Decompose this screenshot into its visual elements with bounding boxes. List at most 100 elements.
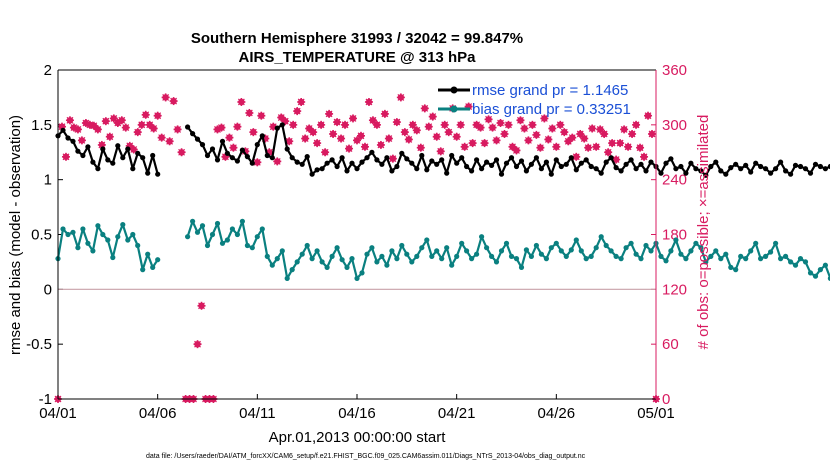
rmse-point [598,170,604,176]
rmse-point [558,163,564,170]
rmse-point [474,157,480,163]
obs-point [648,129,657,138]
bias-point [145,251,151,257]
bias-point [623,245,629,251]
rmse-point [219,138,226,144]
obs-point [317,120,326,129]
bias-point [404,251,410,257]
rmse-point [234,158,240,164]
bias-point [194,229,201,235]
rmse-point [259,133,265,139]
rmse-point [528,161,535,167]
rmse-point [723,171,729,177]
chart-subtitle: AIRS_TEMPERATURE @ 313 hPa [239,49,477,66]
x-ticks: 04/01 04/06 04/11 04/16 04/21 04/26 05/01 [39,394,675,422]
bias-point [334,245,340,251]
bias-point [130,231,136,238]
rmse-point [354,166,360,172]
bias-point [339,257,345,263]
obs-point [245,108,254,117]
rmse-point [638,161,644,167]
obs-point [408,120,417,129]
bias-point [484,245,490,251]
rmse-point [518,158,525,164]
bias-point [274,256,280,262]
rmse-point [334,163,340,170]
bias-point [753,240,759,246]
obs-point [237,97,246,106]
bias-point [90,248,96,254]
bias-point [578,248,584,254]
bias-point [469,256,475,262]
rmse-point [239,147,245,153]
rmse-point [429,158,435,164]
bias-point [309,256,315,262]
bias-point [259,226,265,232]
rmse-point [663,160,669,166]
rmse-point [748,169,754,175]
obs-point [544,135,553,144]
rmse-point [294,159,300,165]
rmse-point [399,150,405,156]
rmse-point [309,171,315,177]
bias-point [304,242,310,249]
rmse-point [459,155,465,161]
bias-point [728,264,734,270]
rmse-point [419,152,425,159]
obs-point [157,133,166,142]
bias-point [429,253,435,259]
plot-area [58,70,656,399]
rmse-point [75,148,81,154]
obs-point [556,120,565,129]
bias-point [219,240,226,246]
rmse-point [513,163,520,170]
bias-point [125,237,131,243]
bias-point [224,237,230,243]
obs-point [193,340,202,349]
rmse-point [593,166,599,172]
rmse-point [424,167,430,173]
bias-point [110,254,116,261]
rmse-point [703,172,709,178]
rmse-point [563,161,569,167]
rmse-point [379,161,385,167]
bias-point [234,231,240,238]
rmse-point [349,160,355,166]
rmse-point [583,157,589,163]
bias-point [583,256,589,262]
y2-tick-label: 360 [662,62,687,79]
bias-point [244,242,250,249]
bias-point [568,247,574,253]
obs-point [440,120,449,129]
obs-point [428,112,437,121]
obs-point [460,142,469,151]
bias-point [120,222,126,228]
rmse-point [538,166,545,172]
bias-point [135,242,141,249]
bias-point [299,251,305,257]
bias-point [80,226,86,232]
bias-point [643,242,649,249]
rmse-point [618,168,624,174]
rmse-point [344,168,350,174]
bias-point [698,245,704,251]
bias-point [329,253,335,259]
bias-point [538,251,545,257]
obs-point [588,124,597,133]
rmse-point [508,155,515,161]
rmse-point [374,157,380,163]
rmse-point [713,159,719,165]
rmse-point [384,155,390,161]
bias-point [678,251,684,257]
rmse-point [778,159,784,165]
bias-point [768,249,774,255]
legend-bias-label: bias grand pr = 0.33251 [472,101,631,118]
obs-point [149,124,158,133]
rmse-point [708,163,714,170]
rmse-point [279,122,285,128]
chart-title: Southern Hemisphere 31993 / 32042 = 99.8… [191,30,523,47]
rmse-point [394,163,400,170]
bias-point [788,259,794,265]
rmse-point [95,166,101,172]
bias-point [658,253,664,259]
